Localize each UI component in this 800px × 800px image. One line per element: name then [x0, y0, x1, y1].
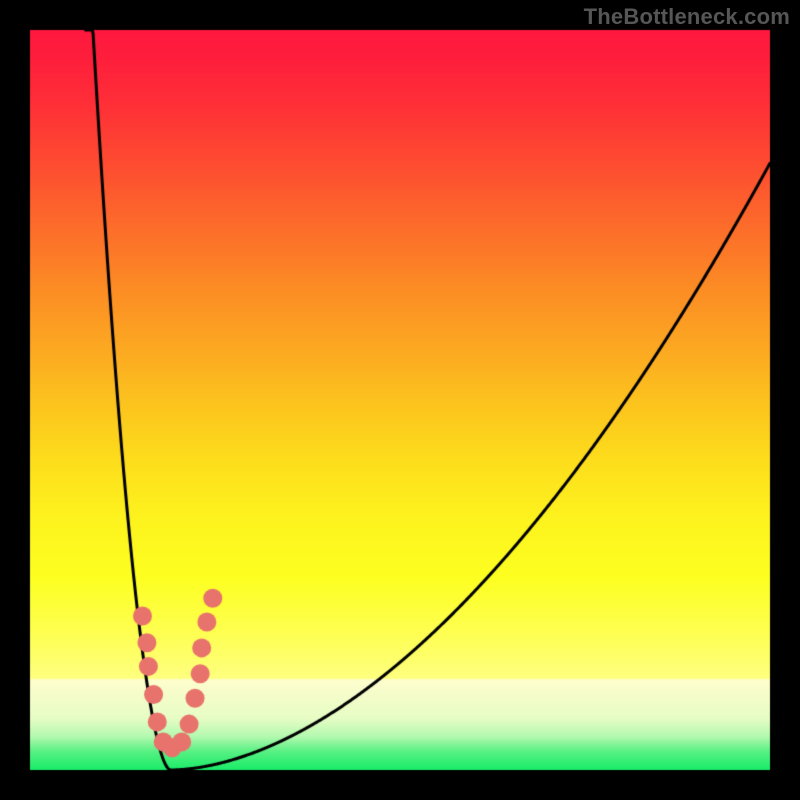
chart-container: TheBottleneck.com	[0, 0, 800, 800]
watermark-text: TheBottleneck.com	[584, 4, 790, 30]
bottleneck-chart-canvas	[0, 0, 800, 800]
